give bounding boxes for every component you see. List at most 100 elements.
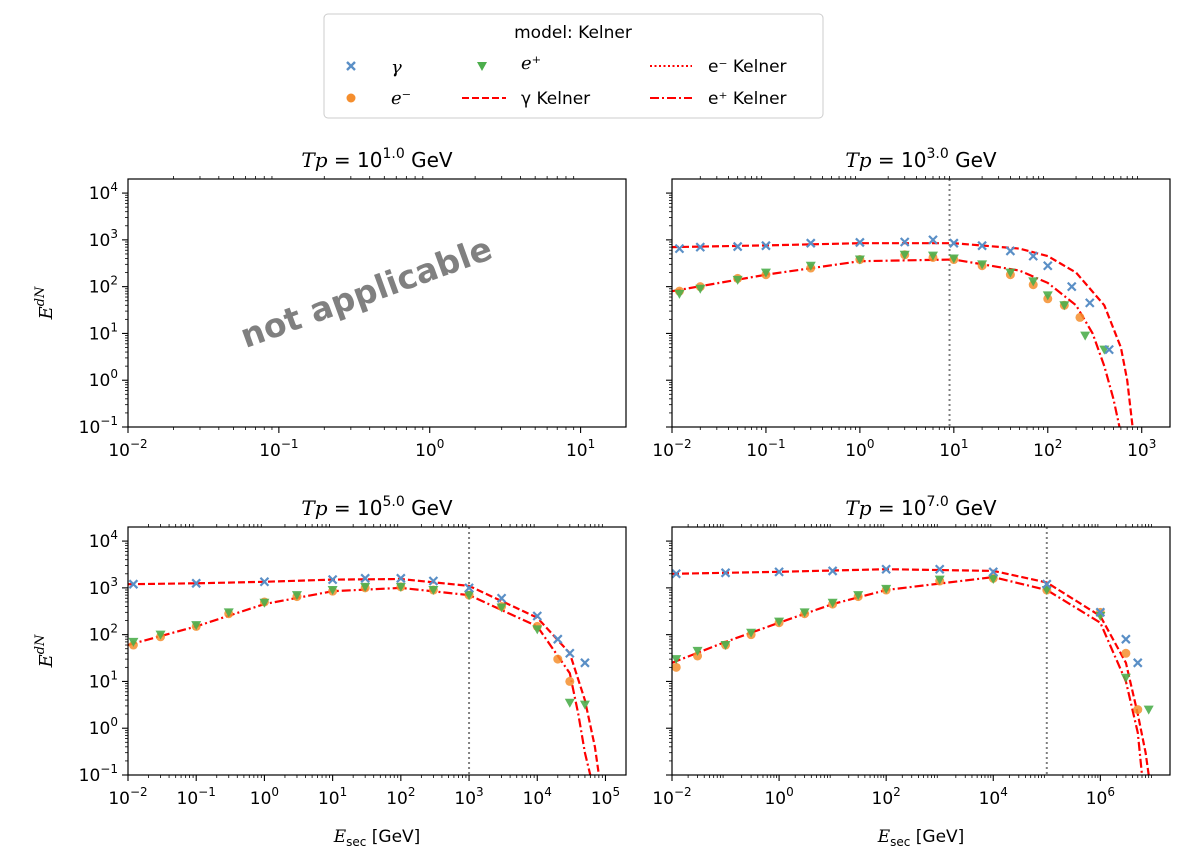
x-tick-label: 10−2 [652, 437, 691, 461]
eplus-point [395, 582, 406, 592]
gamma-point [396, 573, 406, 584]
eplus-point [934, 575, 945, 585]
x-tick-label: 101 [939, 437, 968, 461]
svg-text:EdN: EdN [33, 286, 57, 320]
x-tick-label: 103 [454, 785, 483, 809]
gamma-point [1085, 298, 1095, 308]
x-tick-label: 102 [872, 785, 901, 809]
ylabel-top: EdN [33, 286, 57, 320]
eplus-point [579, 700, 590, 710]
legend-title: model: Kelner [514, 23, 632, 43]
eminus-point [565, 676, 575, 686]
gamma-point [672, 569, 682, 579]
eplus-point [1005, 268, 1016, 278]
gamma-point [720, 568, 731, 578]
y-tick-label: 103 [89, 575, 118, 599]
eplus-point [720, 641, 731, 651]
gamma-point [761, 240, 771, 251]
gamma-point [532, 611, 543, 621]
y-tick-label: 10−1 [79, 414, 118, 438]
gamma-point [949, 238, 959, 248]
x-tick-label: 106 [1086, 785, 1115, 809]
legend: model: Kelner γ e⁻ e⁺ γ Kelner e⁻ Kelner… [323, 13, 824, 119]
panel-tp-7: Tp = 107.0 GeV 10−2 100 102 104 106 [652, 494, 1171, 809]
gamma-point [674, 243, 685, 254]
x-tick-label: 100 [764, 785, 793, 809]
eplus-point [532, 625, 543, 635]
panel-title: Tp = 101.0 GeV [301, 146, 453, 172]
gamma-point [1042, 579, 1052, 589]
y-tick-label: 100 [89, 715, 118, 739]
axes-frame [671, 526, 1171, 776]
plot-area [672, 179, 1134, 427]
x-tick-label: 100 [415, 437, 444, 461]
y-tick-label: 102 [89, 622, 118, 646]
eplus-point [854, 255, 865, 265]
x-tick-label: 101 [566, 437, 595, 461]
legend-frame [323, 13, 824, 119]
eplus-point [988, 574, 999, 584]
eplus-point [977, 260, 988, 270]
x-tick-label: 105 [591, 785, 620, 809]
gamma-point [855, 237, 865, 248]
gamma-point [553, 634, 563, 644]
eplus-point [464, 591, 475, 601]
x-tick-label: 102 [1033, 437, 1062, 461]
eminus-point [672, 662, 681, 672]
eplus-point [1042, 291, 1053, 301]
xlabel-left: Esec [GeV] [333, 827, 421, 849]
gamma-kelner-curve [672, 568, 1150, 775]
eplus-kelner-curve [672, 258, 1121, 427]
gamma-point [360, 573, 370, 584]
legend-eminus-kelner-label: e⁻ Kelner [708, 57, 787, 77]
axes-frame [127, 178, 627, 428]
eplus-point [327, 586, 338, 596]
x-tick-label: 10−2 [108, 785, 147, 809]
x-tick-label: 10−2 [108, 437, 147, 461]
gamma-point [1121, 634, 1131, 644]
eplus-point [760, 268, 771, 278]
gamma-point [580, 658, 590, 668]
legend-gamma-kelner-label: γ Kelner [521, 89, 590, 109]
legend-eminus-label: e⁻ [391, 88, 411, 109]
x-tick-label: 10−1 [259, 437, 298, 461]
gamma-point [428, 576, 439, 586]
eplus-point [155, 630, 166, 640]
gamma-point [774, 567, 784, 577]
eplus-point [1059, 301, 1070, 311]
eminus-point [1121, 648, 1131, 658]
eplus-point [672, 655, 682, 665]
eplus-point [360, 582, 371, 592]
gamma-kelner-curve [128, 577, 600, 775]
gamma-point [805, 238, 816, 248]
legend-entry-eplus: e⁺ [477, 53, 541, 74]
panel-tp-3: Tp = 103.0 GeV 10−2 10−1 100 101 102 103 [652, 146, 1171, 461]
legend-eplus-marker [477, 62, 487, 71]
gamma-point [934, 564, 945, 575]
eplus-point [746, 628, 757, 638]
eplus-point [899, 250, 910, 260]
y-tick-label: 10−1 [79, 762, 118, 786]
eminus-point [1133, 705, 1143, 715]
eplus-point [1120, 673, 1131, 683]
x-tick-label: 101 [318, 785, 347, 809]
svg-text:EdN: EdN [33, 634, 57, 668]
gamma-point [732, 241, 743, 252]
gamma-point [191, 578, 201, 589]
panel-title: Tp = 107.0 GeV [845, 494, 997, 520]
eplus-point [805, 261, 816, 271]
gamma-point [928, 235, 938, 245]
y-tick-label: 101 [89, 320, 118, 344]
eplus-point [732, 275, 743, 285]
x-tick-label: 104 [523, 785, 552, 809]
axes-frame [127, 526, 627, 776]
panel-title: Tp = 105.0 GeV [301, 494, 453, 520]
gamma-point [827, 566, 838, 576]
x-tick-label: 10−1 [177, 785, 216, 809]
gamma-point [1132, 658, 1143, 668]
legend-entry-eplus-kelner: e⁺ Kelner [650, 89, 787, 109]
legend-entry-eminus-kelner: e⁻ Kelner [650, 57, 787, 77]
ylabel-bottom: EdN [33, 634, 57, 668]
gamma-point [128, 579, 139, 589]
